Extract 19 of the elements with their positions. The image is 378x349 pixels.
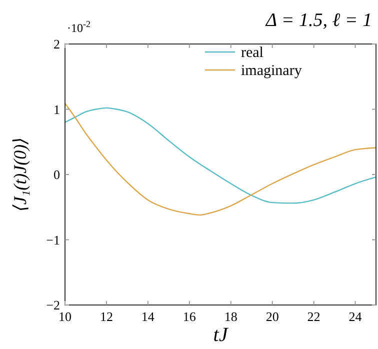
x-tick-label: 18 xyxy=(224,309,238,324)
y-tick-label: 2 xyxy=(54,36,60,52)
x-axis-title: tJ xyxy=(213,324,229,346)
y-tick-label: −2 xyxy=(46,298,60,312)
chart-title: Δ = 1.5, ℓ = 1 xyxy=(264,10,372,31)
x-tick-label: 20 xyxy=(266,309,279,324)
legend-label: imaginary xyxy=(241,63,302,79)
y-tick-label: 1 xyxy=(54,102,60,117)
x-tick-label: 12 xyxy=(100,309,113,324)
legend-label: real xyxy=(241,45,264,61)
x-tick-label: 16 xyxy=(182,309,196,324)
text: ·10$^{-2}$ xyxy=(67,19,90,35)
y-tick-label: −1 xyxy=(46,232,60,248)
x-tick-label: 22 xyxy=(307,309,320,324)
y-axis-title: ⟨J₁(t)J(0)⟩ xyxy=(10,137,30,212)
x-tick-label: 10 xyxy=(58,309,72,324)
x-tick-label: 24 xyxy=(348,309,362,324)
y-tick-label: 0 xyxy=(54,167,60,182)
x-tick-label: 14 xyxy=(141,309,155,324)
